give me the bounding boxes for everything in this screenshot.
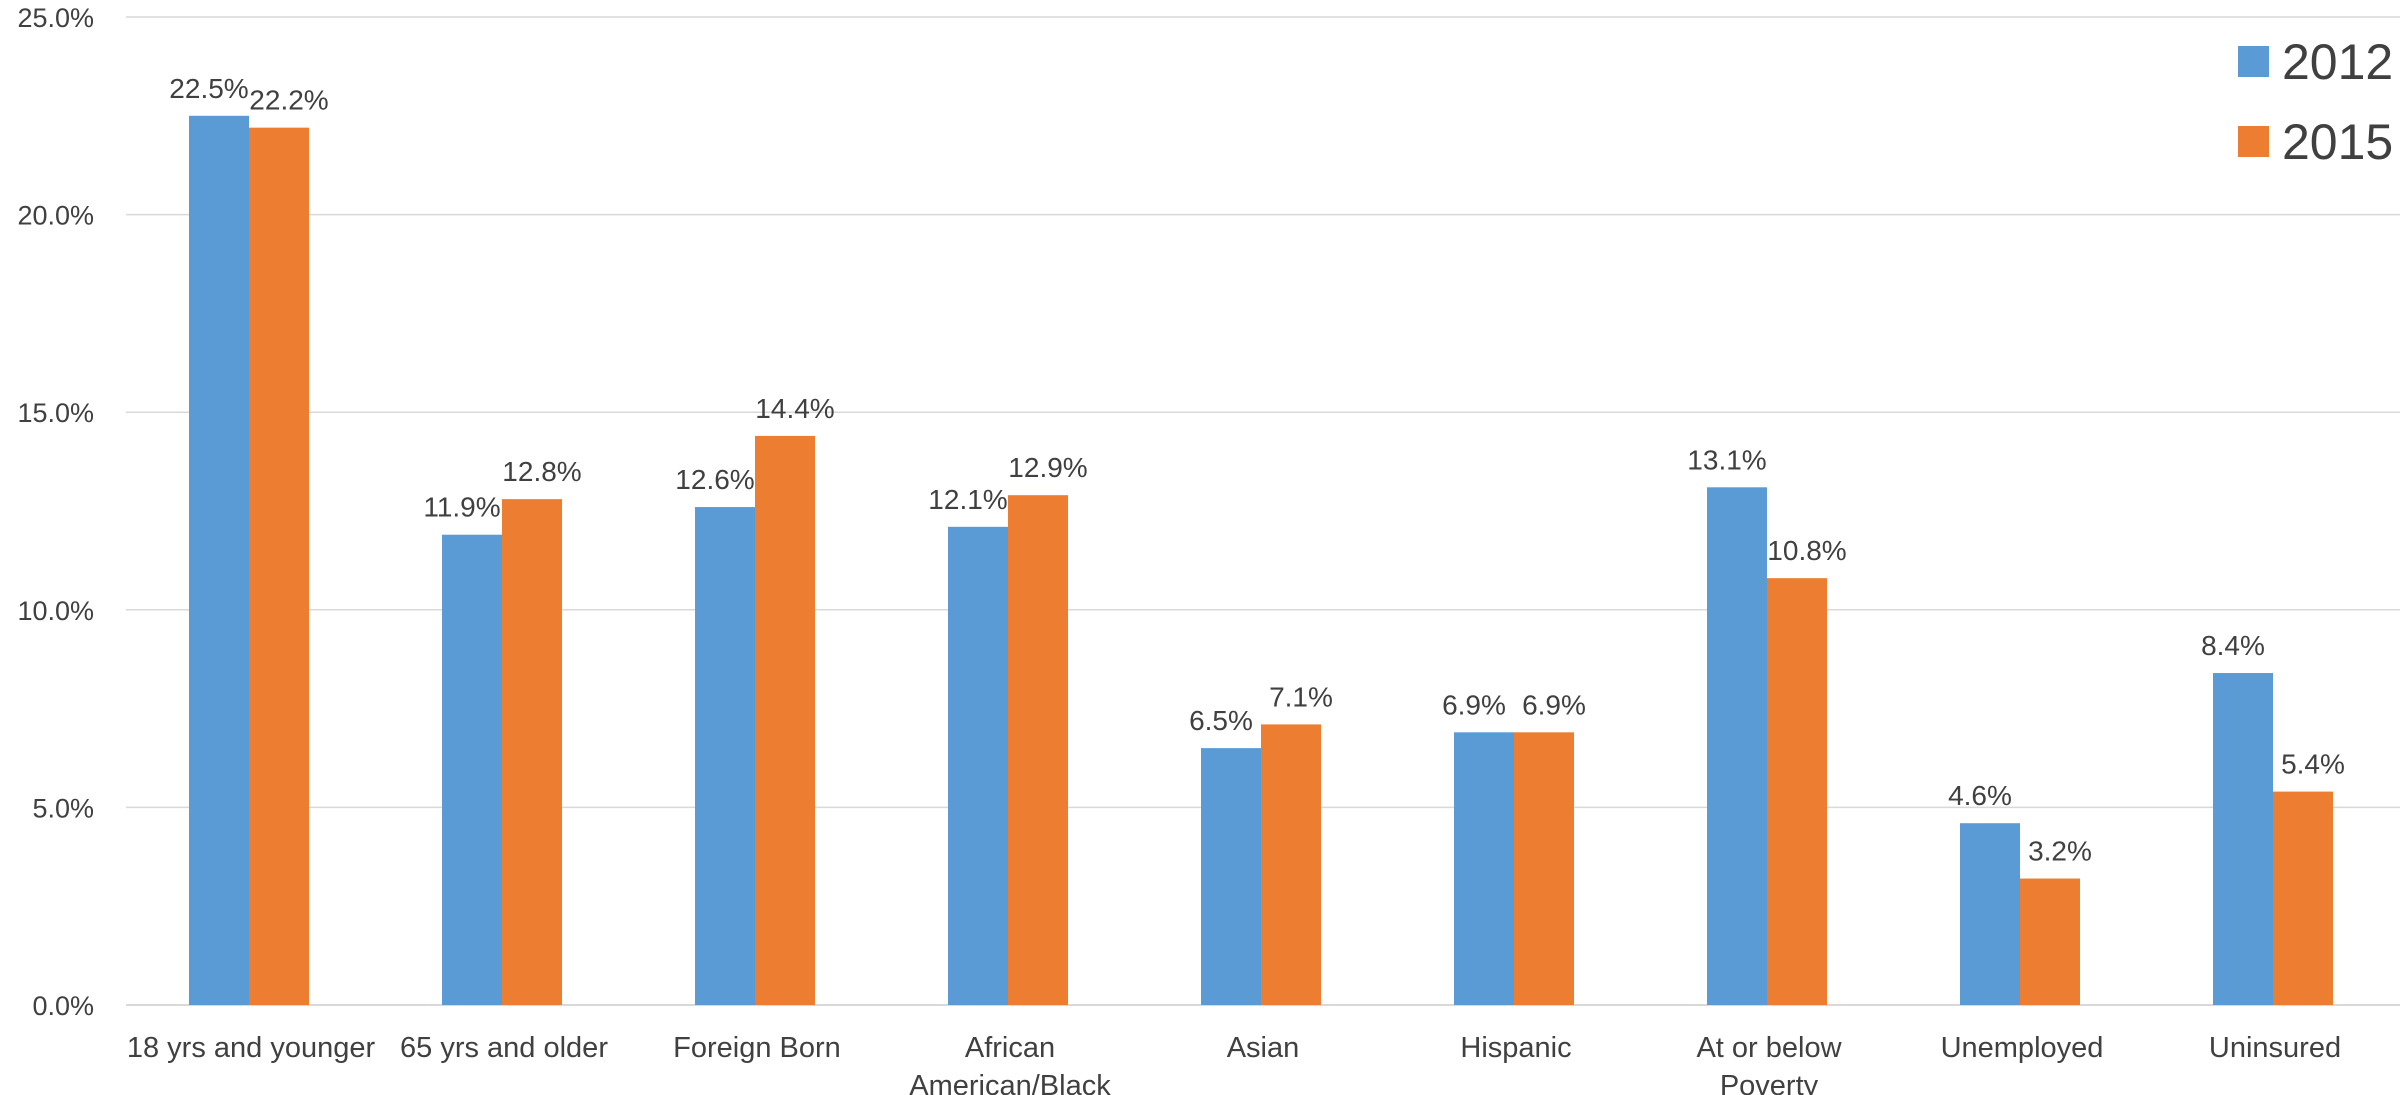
data-label: 6.5% [1189, 705, 1253, 736]
bar-2015-1 [502, 499, 562, 1005]
legend: 2012 2015 [2238, 34, 2393, 170]
y-tick-label: 15.0% [17, 398, 94, 428]
data-label: 7.1% [1269, 681, 1333, 712]
data-label: 11.9% [423, 492, 500, 523]
legend-swatch-2015 [2238, 126, 2269, 157]
data-label: 13.1% [1687, 444, 1766, 475]
bar-2015-7 [2020, 878, 2080, 1005]
data-label: 14.4% [755, 393, 834, 424]
data-label: 12.6% [675, 464, 754, 495]
bar-2012-2 [695, 507, 755, 1005]
data-label: 6.9% [1522, 689, 1586, 720]
category-label: American/Black [909, 1070, 1111, 1095]
category-label: Asian [1227, 1032, 1300, 1064]
y-tick-label: 5.0% [32, 793, 94, 823]
bar-2015-5 [1514, 732, 1574, 1005]
category-label: At or below [1696, 1032, 1842, 1064]
bar-2012-1 [442, 534, 502, 1005]
data-label: 3.2% [2028, 836, 2092, 867]
data-label: 10.8% [1767, 535, 1846, 566]
data-label: 12.8% [502, 456, 581, 487]
bar-2015-2 [755, 435, 815, 1005]
bar-2015-4 [1261, 724, 1321, 1005]
data-label: 4.6% [1948, 780, 2012, 811]
data-label: 5.4% [2281, 749, 2345, 780]
category-label: 65 yrs and older [400, 1032, 608, 1064]
bar-2012-0 [189, 115, 249, 1006]
category-label: Poverty [1720, 1070, 1819, 1095]
data-label: 6.9% [1442, 689, 1506, 720]
bar-2012-7 [1960, 823, 2020, 1005]
bar-2015-6 [1767, 578, 1827, 1005]
bar-2012-4 [1201, 748, 1261, 1005]
bar-2012-8 [2213, 673, 2273, 1005]
x-axis: 18 yrs and younger 65 yrs and older Foreig… [127, 1032, 2341, 1095]
legend-swatch-2012 [2238, 46, 2269, 77]
bar-2015-0 [249, 127, 309, 1005]
y-tick-label: 25.0% [17, 3, 94, 33]
bar-2015-3 [1008, 495, 1068, 1005]
category-label: African [965, 1032, 1055, 1064]
bar-2012-5 [1454, 732, 1514, 1005]
data-label: 12.1% [928, 484, 1007, 515]
bars [189, 115, 2333, 1006]
category-label: Hispanic [1460, 1032, 1571, 1064]
category-label: 18 yrs and younger [127, 1032, 376, 1064]
category-label: Unemployed [1941, 1032, 2104, 1064]
category-label: Foreign Born [673, 1032, 841, 1064]
y-tick-label: 20.0% [17, 201, 94, 231]
data-label: 22.2% [249, 85, 328, 116]
bar-2012-3 [948, 526, 1008, 1005]
data-labels: 22.5% 11.9% 12.6% 12.1% 6.5% 6.9% 13.1% 4.6% 8.4… [169, 73, 2345, 867]
y-axis: 0.0% 5.0% 10.0% 15.0% 20.0% 25.0% [17, 3, 94, 1021]
legend-label: 2015 [2282, 114, 2393, 170]
y-tick-label: 10.0% [17, 596, 94, 626]
category-label: Uninsured [2209, 1032, 2341, 1064]
bar-2012-6 [1707, 487, 1767, 1006]
legend-label: 2012 [2282, 34, 2393, 90]
bar-2015-8 [2273, 791, 2333, 1005]
data-label: 12.9% [1008, 452, 1087, 483]
data-label: 8.4% [2201, 630, 2265, 661]
y-tick-label: 0.0% [32, 991, 94, 1021]
data-label: 22.5% [169, 73, 248, 104]
